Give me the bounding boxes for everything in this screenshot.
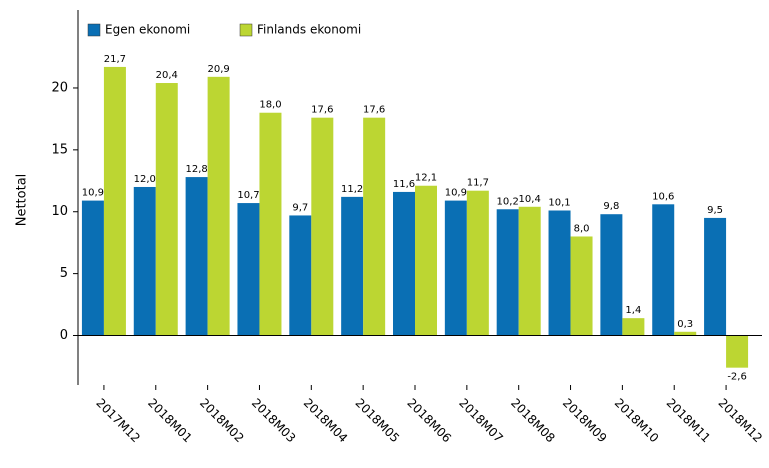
- x-tick-label: 2018M02: [197, 396, 247, 446]
- value-label: 9,7: [292, 202, 308, 213]
- x-tick-label: 2018M03: [249, 396, 299, 446]
- value-label: 10,4: [519, 194, 541, 205]
- x-tick-label: 2018M06: [404, 396, 454, 446]
- x-tick-label: 2018M05: [353, 396, 403, 446]
- value-label: 10,6: [652, 191, 674, 202]
- value-label: 10,1: [548, 197, 570, 208]
- x-tick-label: 2018M09: [560, 396, 610, 446]
- bar: [600, 214, 623, 336]
- bar: [496, 209, 519, 336]
- bar: [570, 236, 593, 336]
- bar: [259, 112, 282, 336]
- bar: [622, 318, 645, 336]
- legend-label: Finlands ekonomi: [257, 23, 361, 37]
- value-label: 11,6: [393, 179, 415, 190]
- x-tick-label: 2018M01: [145, 396, 195, 446]
- value-label: 10,9: [445, 188, 467, 199]
- y-tick-label: 20: [51, 80, 68, 95]
- value-label: 9,5: [707, 205, 723, 216]
- value-label: 10,7: [237, 190, 259, 201]
- bar: [466, 190, 489, 336]
- value-label: 20,9: [207, 64, 229, 75]
- bar: [393, 191, 415, 336]
- bar: [674, 331, 697, 336]
- x-tick-label: 2018M10: [612, 396, 662, 446]
- bar: [237, 203, 260, 336]
- legend-swatch: [239, 23, 253, 37]
- value-label: 17,6: [363, 105, 385, 116]
- bar: [81, 200, 104, 336]
- x-tick-label: 2018M12: [715, 396, 765, 446]
- value-label: 18,0: [259, 100, 281, 111]
- value-label: 1,4: [625, 305, 641, 316]
- bar: [652, 204, 675, 336]
- y-axis-label: Nettotal: [15, 174, 30, 227]
- value-label: 11,7: [467, 178, 489, 189]
- bar: [548, 210, 571, 336]
- bar: [704, 217, 727, 336]
- value-label: 0,3: [677, 319, 693, 330]
- bar: [103, 66, 126, 336]
- bar: [311, 117, 334, 336]
- value-label: 11,2: [341, 184, 363, 195]
- y-tick-label: 0: [60, 328, 68, 343]
- legend-label: Egen ekonomi: [105, 23, 190, 37]
- value-label: 17,6: [311, 105, 333, 116]
- value-label: 12,8: [185, 164, 207, 175]
- bar: [133, 186, 156, 336]
- bar: [363, 117, 386, 336]
- bar: [518, 206, 541, 336]
- x-tick-label: 2018M08: [508, 396, 558, 446]
- x-tick-label: 2018M07: [456, 396, 506, 446]
- value-label: 8,0: [574, 223, 590, 234]
- value-label: 12,1: [415, 173, 437, 184]
- bar: [207, 76, 230, 336]
- bar: [185, 177, 208, 336]
- value-label: 10,9: [82, 188, 104, 199]
- bar: [726, 335, 749, 368]
- value-label: -2,6: [727, 372, 747, 383]
- x-tick-label: 2018M11: [664, 396, 714, 446]
- value-label: 10,2: [497, 196, 519, 207]
- bar: [415, 185, 437, 336]
- bar: [289, 215, 312, 336]
- legend-swatch: [87, 23, 101, 37]
- x-tick-label: 2017M12: [93, 396, 143, 446]
- y-tick-label: 15: [51, 142, 68, 157]
- value-label: 21,7: [104, 54, 126, 65]
- bar: [155, 83, 178, 336]
- value-label: 12,0: [134, 174, 156, 185]
- bar: [341, 196, 364, 336]
- y-tick-label: 10: [51, 204, 68, 219]
- bar: [444, 200, 467, 336]
- y-tick-label: 5: [60, 266, 68, 281]
- x-tick-label: 2018M04: [301, 396, 351, 446]
- value-label: 9,8: [603, 201, 619, 212]
- value-label: 20,4: [156, 70, 178, 81]
